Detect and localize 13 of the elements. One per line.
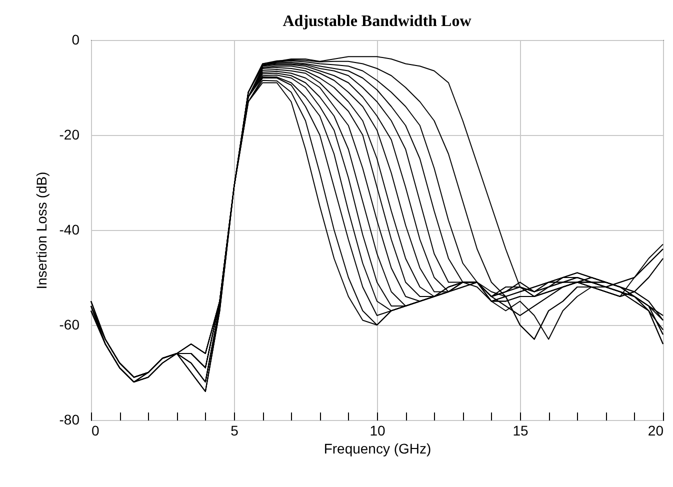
- y-tick-label: -40: [59, 222, 80, 238]
- x-tick-label: 10: [370, 422, 386, 438]
- y-axis-title: Insertion Loss (dB): [33, 172, 50, 290]
- x-tick-label: 0: [92, 422, 100, 438]
- x-tick-label: 20: [648, 422, 664, 438]
- y-tick-label: 0: [72, 32, 80, 48]
- x-tick-label: 15: [512, 422, 528, 438]
- y-tick-label: -20: [59, 126, 80, 142]
- x-axis-title: Frequency (GHz): [324, 440, 432, 456]
- chart-title: Adjustable Bandwidth Low: [282, 13, 472, 30]
- y-tick-label: -80: [59, 412, 80, 428]
- x-tick-label: 5: [230, 422, 239, 438]
- y-tick-label: -60: [59, 316, 80, 332]
